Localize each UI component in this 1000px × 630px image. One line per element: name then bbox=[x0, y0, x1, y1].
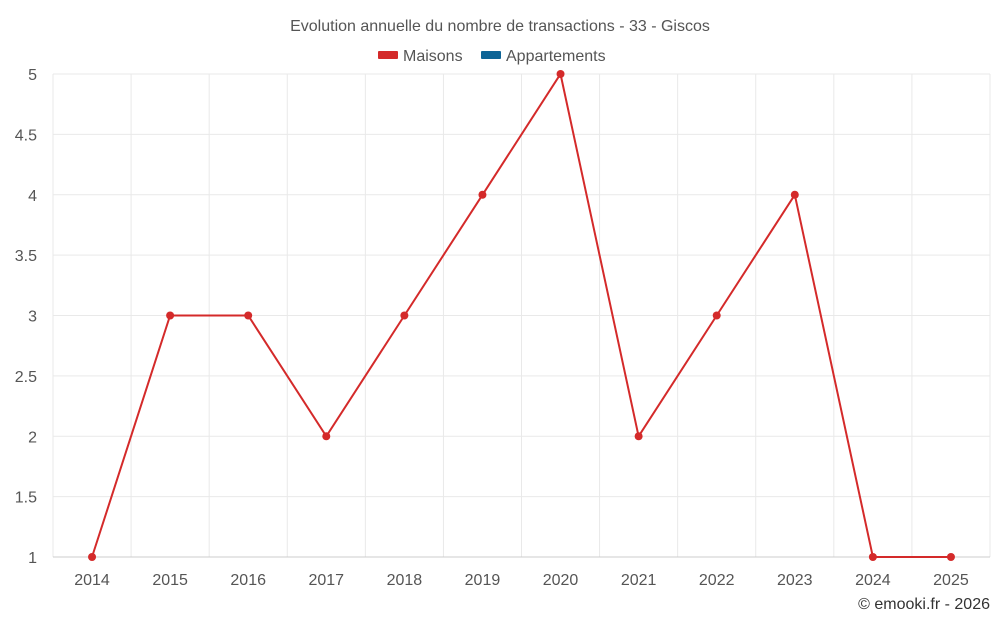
series-line-maisons bbox=[91, 71, 951, 558]
x-tick-label: 2024 bbox=[855, 572, 891, 589]
x-tick-label: 2015 bbox=[152, 572, 188, 589]
x-axis-ticks: 2014 2015 2016 2017 2018 2019 2020 2021 2022 2023… bbox=[74, 572, 969, 589]
x-tick-label: 2025 bbox=[933, 572, 969, 589]
legend: Maisons Appartements bbox=[378, 48, 606, 65]
x-tick-label: 2022 bbox=[699, 572, 735, 589]
legend-label-maisons[interactable]: Maisons bbox=[403, 48, 463, 65]
data-point[interactable] bbox=[88, 553, 97, 561]
data-point[interactable] bbox=[556, 70, 565, 78]
data-point[interactable] bbox=[478, 190, 487, 199]
legend-label-appartements[interactable]: Appartements bbox=[506, 48, 606, 65]
credit-text: © emooki.fr - 2026 bbox=[858, 596, 990, 613]
y-tick-label: 1.5 bbox=[15, 490, 37, 507]
x-tick-label: 2016 bbox=[230, 572, 266, 589]
legend-swatch-appartements[interactable] bbox=[481, 51, 501, 59]
x-tick-label: 2018 bbox=[387, 572, 423, 589]
x-tick-label: 2014 bbox=[74, 572, 110, 589]
y-axis-ticks: 1 1.5 2 2.5 3 3.5 4 4.5 5 bbox=[15, 67, 37, 567]
y-tick-label: 4 bbox=[28, 188, 37, 205]
y-tick-label: 2.5 bbox=[15, 369, 37, 386]
y-tick-label: 3 bbox=[28, 309, 37, 326]
y-tick-label: 4.5 bbox=[15, 127, 37, 144]
x-tick-label: 2017 bbox=[308, 572, 344, 589]
data-point[interactable] bbox=[166, 311, 175, 320]
chart-title: Evolution annuelle du nombre de transact… bbox=[290, 18, 710, 35]
y-tick-label: 3.5 bbox=[15, 248, 37, 265]
data-point[interactable] bbox=[244, 311, 253, 320]
legend-swatch-maisons[interactable] bbox=[378, 51, 398, 59]
x-tick-label: 2021 bbox=[621, 572, 657, 589]
data-point[interactable] bbox=[634, 432, 643, 441]
y-tick-label: 2 bbox=[28, 429, 37, 446]
grid-lines bbox=[52, 73, 991, 558]
x-tick-label: 2023 bbox=[777, 572, 813, 589]
data-point[interactable] bbox=[946, 553, 955, 561]
series-group bbox=[88, 70, 955, 561]
data-point[interactable] bbox=[322, 432, 331, 441]
data-point[interactable] bbox=[868, 553, 877, 561]
x-tick-label: 2020 bbox=[543, 572, 579, 589]
data-point[interactable] bbox=[712, 311, 721, 320]
data-point[interactable] bbox=[790, 190, 799, 199]
y-tick-label: 1 bbox=[28, 550, 37, 567]
y-tick-label: 5 bbox=[28, 67, 37, 84]
x-tick-label: 2019 bbox=[465, 572, 501, 589]
data-point[interactable] bbox=[400, 311, 409, 320]
